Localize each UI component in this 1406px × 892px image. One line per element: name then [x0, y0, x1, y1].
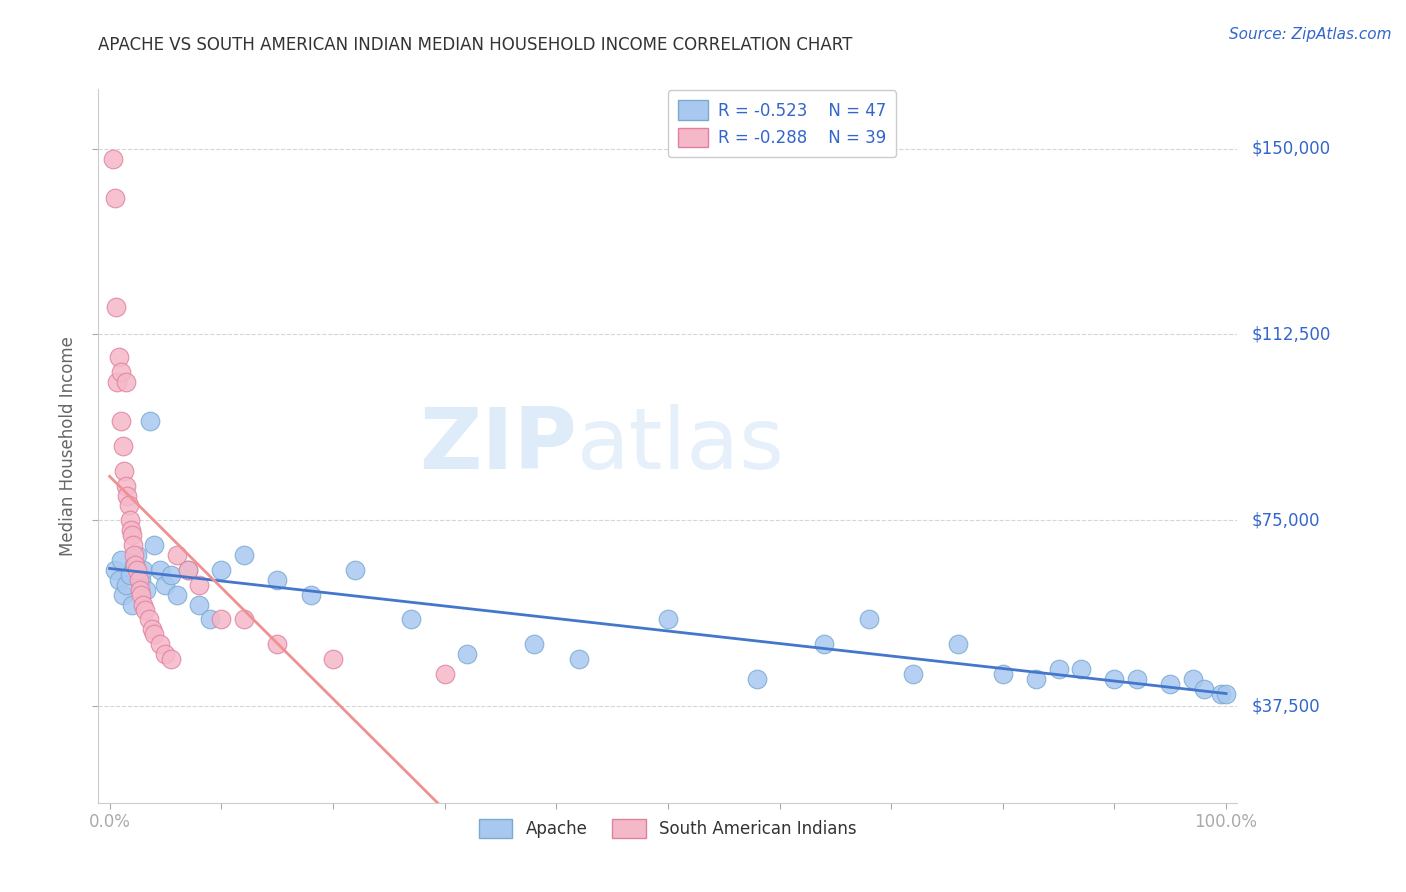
Point: [523, 637, 546, 651]
Point: [1047, 662, 1070, 676]
Point: [209, 612, 232, 626]
Point: [160, 567, 183, 582]
Point: [155, 647, 177, 661]
Point: [127, 563, 149, 577]
Point: [657, 612, 679, 626]
Point: [110, 414, 132, 428]
Point: [135, 582, 157, 597]
Point: [991, 667, 1014, 681]
Point: [166, 588, 188, 602]
Point: [344, 563, 367, 577]
Point: [118, 513, 141, 527]
Point: [143, 538, 166, 552]
Point: [112, 464, 135, 478]
Point: [1025, 672, 1047, 686]
Point: [177, 563, 200, 577]
Point: [121, 528, 143, 542]
Point: [132, 598, 155, 612]
Point: [456, 647, 478, 661]
Point: [104, 191, 127, 205]
Point: [122, 548, 145, 562]
Point: [110, 553, 132, 567]
Point: [117, 489, 139, 503]
Point: [120, 523, 142, 537]
Point: [122, 538, 145, 552]
Point: [166, 548, 188, 562]
Point: [1104, 672, 1126, 686]
Point: [160, 652, 183, 666]
Point: [104, 563, 127, 577]
Point: [115, 478, 138, 492]
Point: [747, 672, 769, 686]
Point: [122, 558, 145, 572]
Point: [399, 612, 422, 626]
Text: Source: ZipAtlas.com: Source: ZipAtlas.com: [1229, 27, 1392, 42]
Point: [138, 612, 160, 626]
Point: [946, 637, 969, 651]
Text: $112,500: $112,500: [1251, 326, 1330, 343]
Point: [107, 350, 129, 364]
Point: [149, 563, 172, 577]
Point: [567, 652, 589, 666]
Point: [1181, 672, 1204, 686]
Point: [128, 573, 150, 587]
Point: [187, 598, 209, 612]
Point: [813, 637, 835, 651]
Point: [1209, 687, 1232, 701]
Point: [128, 582, 150, 597]
Point: [101, 152, 124, 166]
Point: [155, 578, 177, 592]
Point: [1159, 677, 1181, 691]
Point: [187, 578, 209, 592]
Point: [107, 375, 129, 389]
Point: [266, 573, 288, 587]
Point: [129, 588, 152, 602]
Point: [266, 637, 288, 651]
Legend: Apache, South American Indians: Apache, South American Indians: [472, 812, 863, 845]
Point: [858, 612, 880, 626]
Point: [1070, 662, 1092, 676]
Point: [1215, 687, 1237, 701]
Point: [139, 414, 162, 428]
Point: [124, 558, 146, 572]
Point: [209, 563, 232, 577]
Y-axis label: Median Household Income: Median Household Income: [59, 336, 77, 556]
Point: [132, 563, 155, 577]
Text: APACHE VS SOUTH AMERICAN INDIAN MEDIAN HOUSEHOLD INCOME CORRELATION CHART: APACHE VS SOUTH AMERICAN INDIAN MEDIAN H…: [98, 36, 853, 54]
Point: [143, 627, 166, 641]
Text: $37,500: $37,500: [1251, 698, 1320, 715]
Text: $150,000: $150,000: [1251, 140, 1330, 158]
Point: [232, 548, 254, 562]
Point: [121, 598, 143, 612]
Point: [117, 499, 139, 513]
Point: [232, 612, 254, 626]
Point: [299, 588, 322, 602]
Point: [198, 612, 221, 626]
Point: [118, 567, 141, 582]
Point: [111, 588, 134, 602]
Point: [115, 578, 138, 592]
Point: [105, 300, 128, 314]
Point: [107, 573, 129, 587]
Point: [1126, 672, 1149, 686]
Point: [322, 652, 344, 666]
Point: [134, 602, 156, 616]
Point: [127, 548, 149, 562]
Point: [141, 623, 163, 637]
Text: ZIP: ZIP: [419, 404, 576, 488]
Text: atlas: atlas: [576, 404, 785, 488]
Point: [129, 573, 152, 587]
Point: [111, 439, 134, 453]
Point: [149, 637, 172, 651]
Point: [177, 563, 200, 577]
Point: [1192, 681, 1215, 696]
Point: [433, 667, 456, 681]
Point: [115, 375, 138, 389]
Point: [110, 365, 132, 379]
Text: $75,000: $75,000: [1251, 511, 1320, 529]
Point: [903, 667, 925, 681]
